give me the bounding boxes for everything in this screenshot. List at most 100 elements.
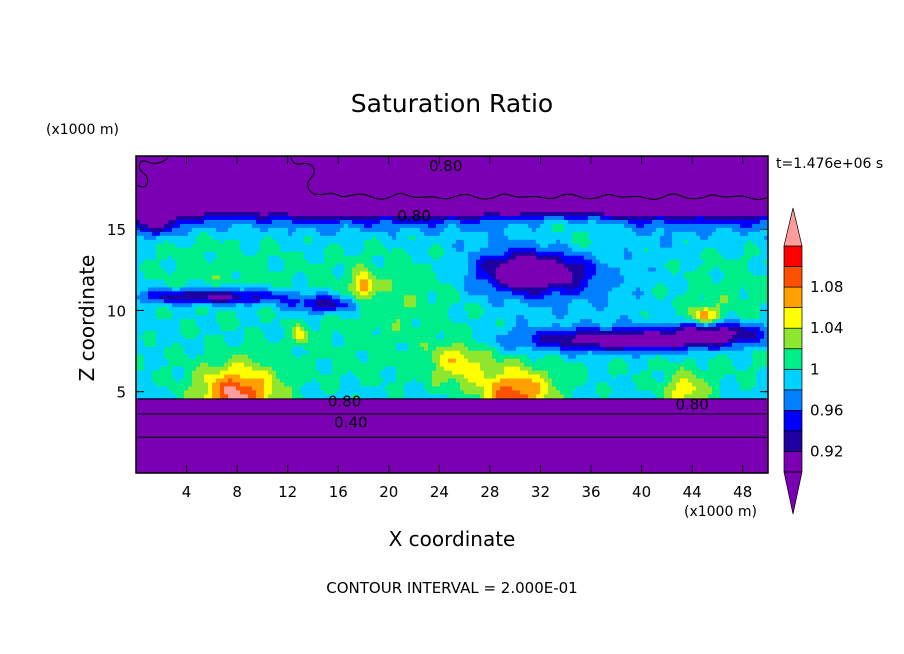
field-cell [288, 362, 293, 367]
field-cell [604, 362, 609, 367]
field-cell [488, 385, 493, 391]
field-cell [684, 354, 689, 359]
field-cell [328, 409, 333, 415]
field-cell [372, 369, 377, 375]
field-cell [524, 405, 529, 411]
field-cell [424, 354, 429, 359]
field-cell [548, 437, 553, 442]
field-cell [212, 369, 217, 375]
field-cell [236, 346, 241, 351]
field-cell [368, 449, 373, 454]
field-cell [676, 389, 681, 395]
field-cell [276, 461, 281, 466]
field-cell [212, 461, 217, 466]
field-cell [556, 437, 561, 442]
field-cell [652, 429, 657, 434]
field-cell [376, 405, 381, 411]
field-cell [696, 413, 701, 419]
field-cell [496, 449, 501, 454]
field-cell [548, 465, 553, 470]
field-cell [188, 358, 193, 363]
field-cell [584, 457, 589, 462]
field-cell [700, 421, 705, 427]
field-cell [368, 429, 373, 434]
field-cell [504, 350, 509, 355]
field-cell [480, 429, 485, 434]
field-cell [368, 385, 373, 391]
field-cell [200, 413, 205, 419]
field-cell [212, 401, 217, 407]
field-cell [180, 469, 185, 473]
field-cell [468, 381, 473, 387]
field-cell [340, 421, 345, 427]
field-cell [360, 393, 365, 399]
field-cell [320, 346, 325, 351]
field-cell [580, 389, 585, 395]
field-cell [320, 397, 325, 403]
field-cell [676, 433, 681, 438]
field-cell [344, 381, 349, 387]
field-cell [328, 401, 333, 407]
field-cell [252, 369, 257, 375]
field-cell [220, 421, 225, 427]
field-cell [684, 449, 689, 454]
field-cell [320, 453, 325, 458]
field-cell [260, 449, 265, 454]
field-cell [148, 469, 153, 473]
field-cell [380, 441, 385, 446]
field-cell [580, 453, 585, 458]
field-cell [704, 417, 709, 423]
field-cell [240, 433, 245, 438]
field-cell [756, 397, 761, 403]
field-cell [308, 362, 313, 367]
field-cell [548, 441, 553, 446]
field-cell [412, 425, 417, 431]
field-cell [188, 393, 193, 399]
field-cell [676, 437, 681, 442]
field-cell [384, 421, 389, 427]
field-cell [184, 417, 189, 423]
field-cell [548, 421, 553, 427]
field-cell [164, 445, 169, 450]
field-cell [244, 429, 249, 434]
field-cell [432, 421, 437, 427]
field-cell [216, 425, 221, 431]
field-cell [700, 429, 705, 434]
field-cell [496, 405, 501, 411]
field-cell [700, 457, 705, 462]
field-cell [756, 417, 761, 423]
field-cell [752, 369, 757, 375]
field-cell [432, 373, 437, 379]
field-cell [680, 449, 685, 454]
field-cell [540, 373, 545, 379]
field-cell [456, 437, 461, 442]
field-cell [708, 381, 713, 387]
field-cell [368, 377, 373, 383]
field-cell [144, 354, 149, 359]
field-cell [628, 409, 633, 415]
field-cell [628, 445, 633, 450]
field-cell [336, 346, 341, 351]
field-cell [204, 457, 209, 462]
field-cell [388, 397, 393, 403]
field-cell [328, 453, 333, 458]
field-cell [372, 413, 377, 419]
field-cell [312, 362, 317, 367]
field-cell [612, 417, 617, 423]
field-cell [352, 393, 357, 399]
field-cell [552, 385, 557, 391]
field-cell [640, 445, 645, 450]
field-cell [268, 433, 273, 438]
field-cell [476, 381, 481, 387]
field-cell [396, 469, 401, 473]
field-cell [296, 346, 301, 351]
field-cell [736, 381, 741, 387]
field-cell [196, 377, 201, 383]
field-cell [312, 429, 317, 434]
field-cell [304, 445, 309, 450]
field-cell [212, 437, 217, 442]
field-cell [740, 453, 745, 458]
field-cell [704, 385, 709, 391]
field-cell [428, 465, 433, 470]
field-cell [708, 469, 713, 473]
